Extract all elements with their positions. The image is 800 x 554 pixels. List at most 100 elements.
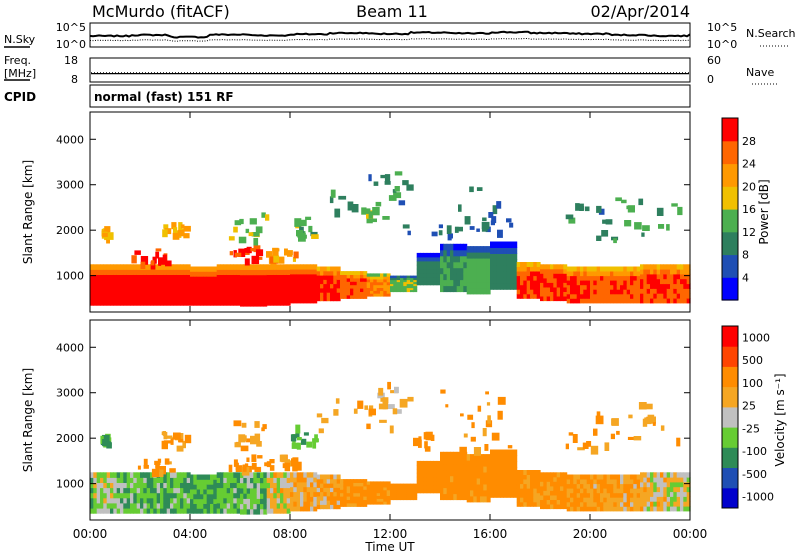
echo-cell [463,261,468,269]
echo-cell [606,284,611,290]
colorbar-tick-label: 500 [742,354,763,367]
echo-cell [186,269,191,275]
echo-cell [163,295,168,301]
echo-cell [556,481,561,487]
echo-cell [313,278,318,285]
echo-cell [203,493,208,500]
echo-cell [113,472,118,478]
echo-cell [623,501,628,507]
echo-cell [213,503,218,509]
echo-cell [470,252,474,259]
echo-cell [333,487,338,493]
echo-cell [426,480,431,486]
echo-cell [660,293,664,299]
echo-cell [433,276,438,282]
echo-cell [623,298,628,304]
echo-cell [366,276,371,280]
echo-cell [413,493,418,497]
echo-cell [163,279,168,286]
echo-cell [293,491,298,497]
echo-cell [176,274,181,281]
echo-patch [644,403,653,410]
echo-cell [670,486,674,493]
echo-cell [273,284,278,291]
echo-patch [658,224,665,229]
echo-cell [316,296,321,302]
echo-cell [520,275,524,281]
echo-cell [376,287,381,291]
echo-cell [560,296,564,302]
echo-cell [590,497,594,503]
echo-cell [680,269,684,275]
echo-patch [333,409,339,416]
echo-cell [393,277,398,281]
echo-cell [453,249,458,257]
echo-cell [100,284,104,291]
echo-cell [176,300,181,306]
echo-cell [210,508,214,514]
echo-cell [370,492,374,496]
echo-cell [670,273,674,280]
echo-cell [383,293,388,297]
echo-patch [438,230,443,236]
echo-cell [356,271,361,275]
echo-cell [136,508,141,514]
echo-cell [456,249,461,257]
echo-cell [123,269,128,275]
echo-cell [330,495,334,501]
echo-cell [143,487,148,494]
echo-cell [270,289,274,296]
echo-cell [670,298,674,304]
echo-patch [171,222,177,230]
echo-cell [93,497,98,504]
echo-patch [361,207,367,215]
echo-cell [180,472,184,478]
echo-cell [173,492,178,499]
echo-cell [456,451,461,459]
echo-cell [650,264,654,270]
echo-cell [163,503,168,509]
echo-cell [563,485,568,491]
echo-cell [406,497,411,501]
echo-cell [403,283,408,287]
echo-cell [446,451,451,459]
echo-cell [183,269,188,275]
echo-cell [633,266,638,272]
echo-patch [613,238,617,244]
echo-cell [270,487,274,494]
echo-cell [140,492,144,499]
echo-cell [263,300,268,307]
echo-cell [423,464,428,470]
echo-patch [173,432,181,440]
echo-cell [673,264,678,270]
echo-patch [131,255,137,264]
echo-cell [656,496,661,502]
echo-cell [463,469,468,477]
echo-cell [553,476,558,482]
echo-cell [450,285,454,293]
beam-title: Beam 11 [356,2,428,21]
y-tick-label: 1000 [56,478,84,491]
echo-cell [526,492,531,498]
echo-cell [360,295,364,299]
echo-cell [396,285,401,289]
echo-cell [590,293,594,299]
echo-cell [313,491,318,497]
echo-cell [453,451,458,459]
station-title: McMurdo (fitACF) [92,2,230,21]
echo-cell [223,300,228,306]
echo-patch [266,461,272,468]
echo-cell [126,284,131,291]
echo-cell [483,258,488,265]
echo-cell [133,279,138,286]
echo-cell [506,467,511,474]
echo-cell [393,275,398,279]
echo-cell [133,503,138,509]
echo-cell [400,487,404,491]
echo-cell [456,469,461,477]
echo-cell [666,293,671,299]
echo-cell [323,491,328,497]
echo-cell [343,288,348,292]
echo-cell [430,256,434,262]
echo-cell [186,279,191,286]
